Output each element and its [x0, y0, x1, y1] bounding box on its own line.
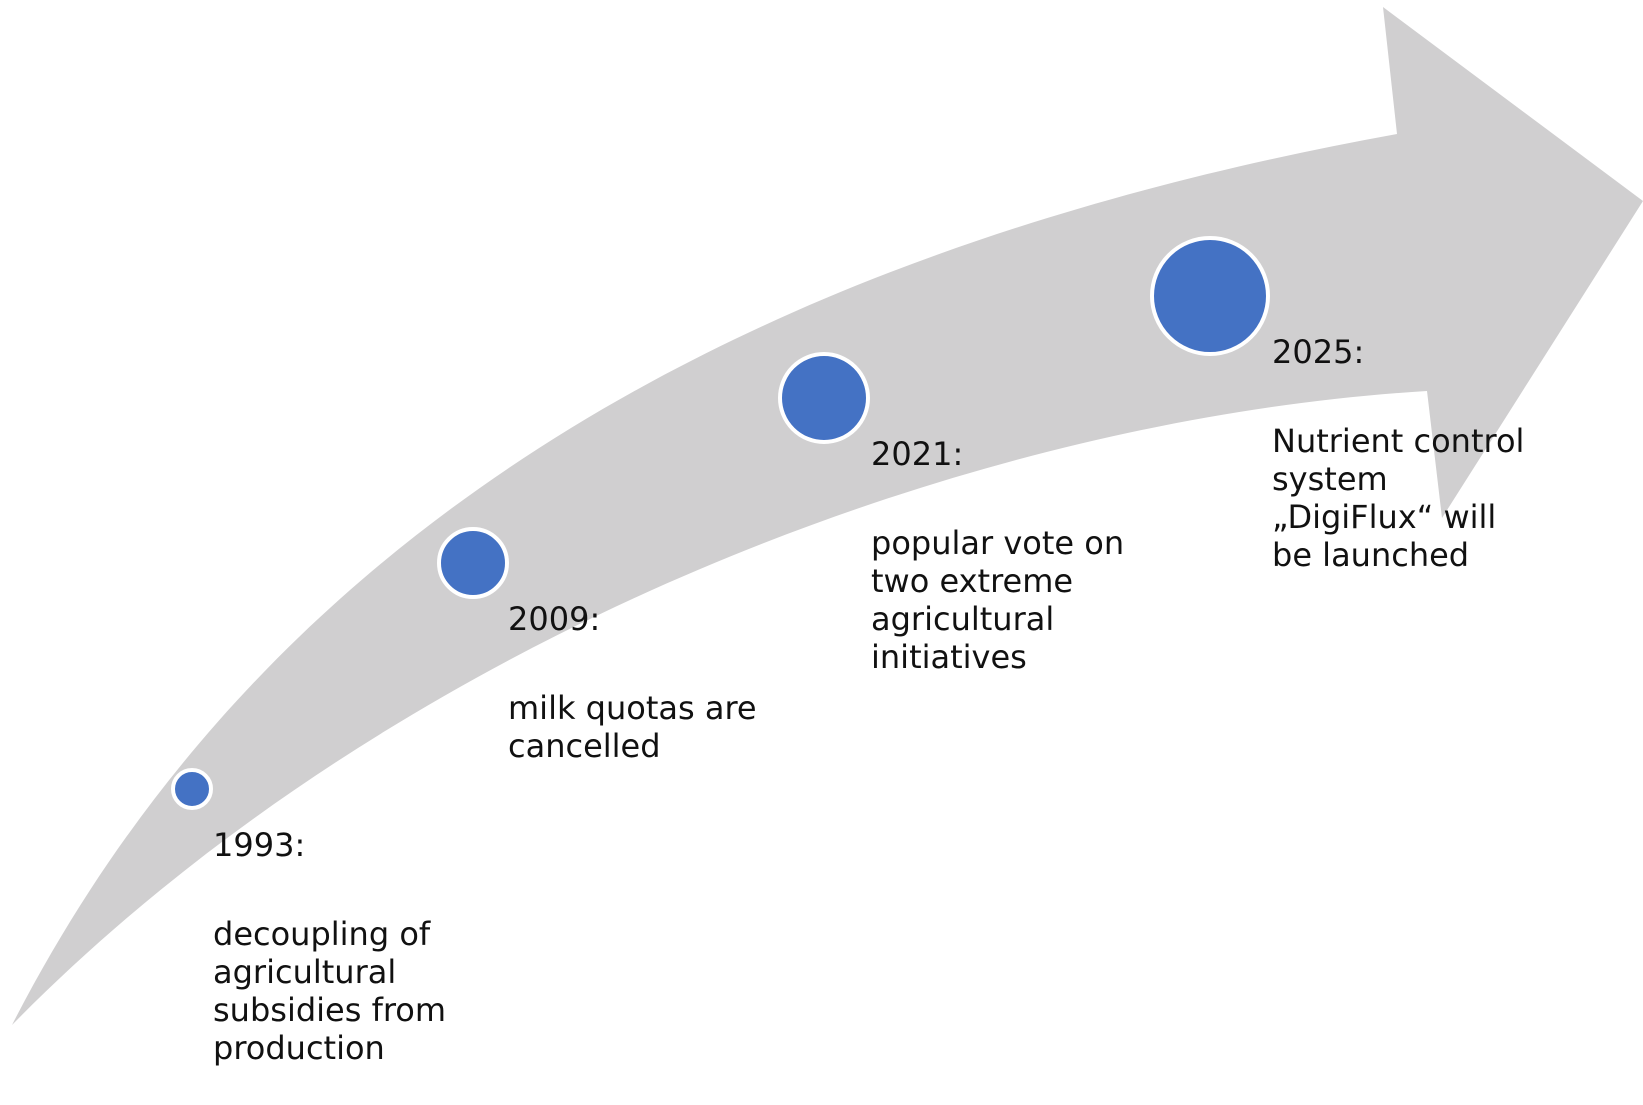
milestone-2021: 2021: popular vote on two extreme agricu…: [871, 397, 1124, 714]
milestone-dot-2021: [780, 354, 868, 442]
milestone-description: Nutrient control system „DigiFlux“ will …: [1272, 422, 1524, 574]
milestone-year: 2009:: [508, 600, 757, 638]
milestone-1993: 1993: decoupling of agricultural subsidi…: [213, 788, 446, 1105]
milestone-2009: 2009: milk quotas are cancelled: [508, 562, 757, 803]
milestone-2025: 2025: Nutrient control system „DigiFlux“…: [1272, 295, 1524, 612]
milestone-dot-2009: [439, 529, 507, 597]
milestone-dot-2025: [1152, 238, 1268, 354]
milestone-dot-1993: [173, 770, 211, 808]
milestone-year: 2025:: [1272, 333, 1524, 371]
milestone-year: 2021:: [871, 435, 1124, 473]
milestone-year: 1993:: [213, 826, 446, 864]
milestone-description: milk quotas are cancelled: [508, 689, 757, 765]
milestone-description: popular vote on two extreme agricultural…: [871, 524, 1124, 676]
milestone-description: decoupling of agricultural subsidies fro…: [213, 915, 446, 1067]
